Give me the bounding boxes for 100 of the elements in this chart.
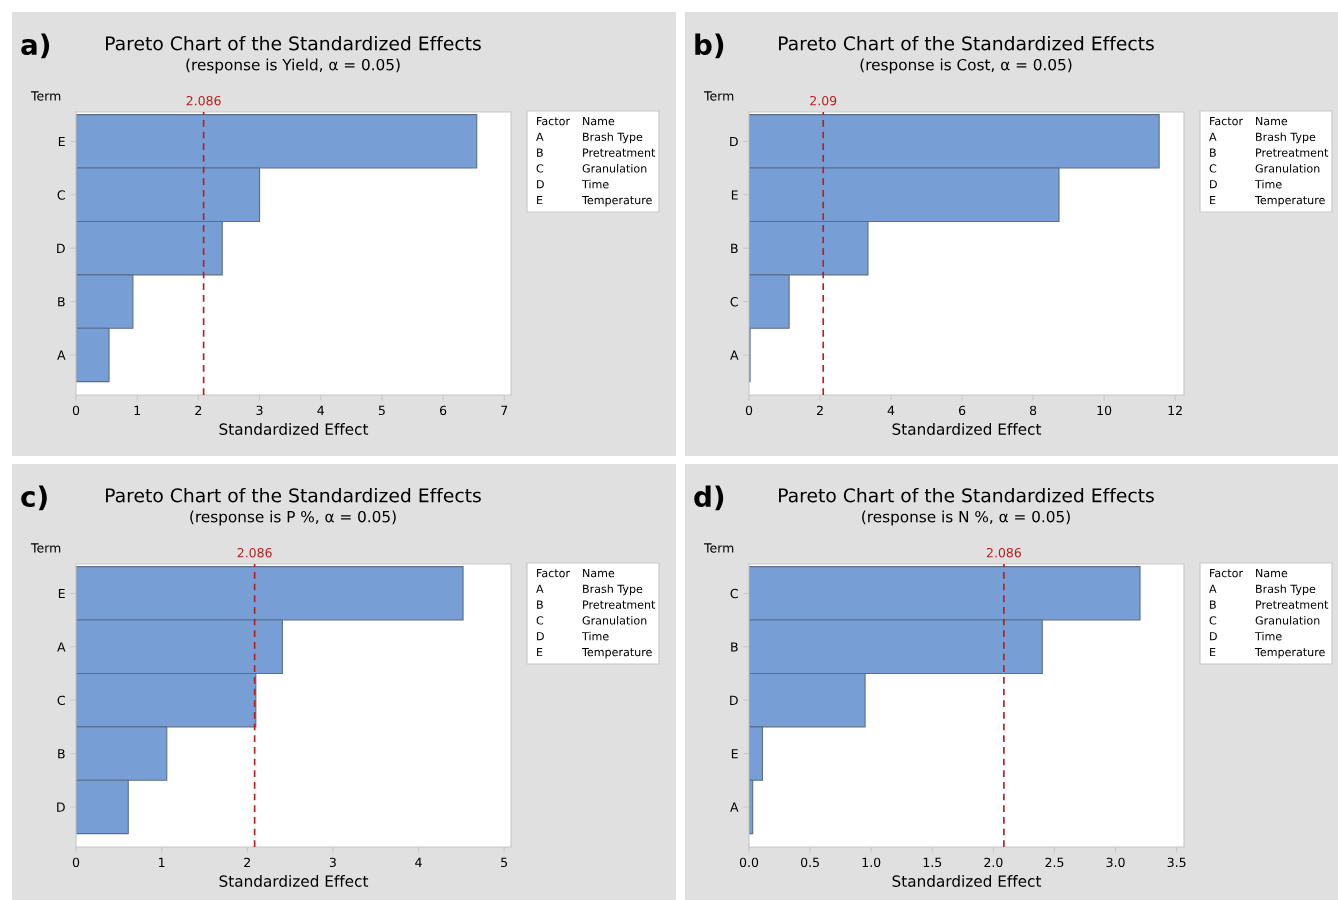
text: Time [581, 631, 609, 641]
chart-subtitle: (response is Yield, α = 0.05) [186, 58, 400, 74]
text: Temperature [581, 195, 652, 207]
y-tick-label: D [57, 802, 65, 812]
y-axis-title: Term [703, 91, 734, 101]
x-axis-title: Standardized Effect [219, 875, 369, 887]
text: Granulation [1255, 616, 1320, 625]
y-tick-label: C [730, 297, 738, 307]
text: A [536, 132, 544, 141]
x-tick-label: 6 [958, 405, 966, 416]
text: a) [21, 33, 50, 59]
text: C [536, 164, 544, 173]
x-tick-label: 12 [1168, 405, 1182, 415]
x-tick-label: 8 [1029, 405, 1037, 416]
text: E [537, 195, 543, 205]
y-axis-title: Term [30, 91, 61, 101]
text: c) [21, 485, 47, 511]
text: Temperature [1254, 647, 1325, 659]
x-tick-label: 2 [816, 405, 823, 415]
y-tick-label: A [730, 350, 739, 360]
x-tick-label: 1.0 [862, 857, 881, 868]
text: A [536, 584, 544, 593]
y-tick-label: E [58, 589, 65, 599]
y-tick-label: E [731, 749, 738, 759]
text: Factor [1210, 568, 1244, 578]
text: B [537, 600, 543, 609]
text: Factor [537, 568, 571, 578]
y-axis-title: Term [30, 543, 61, 553]
text: Time [1254, 179, 1282, 189]
x-tick-label: 2.0 [984, 857, 1003, 868]
x-tick-label: 0 [745, 405, 753, 416]
text: Granulation [582, 616, 647, 625]
chart-title: Pareto Chart of the Standardized Effects [779, 35, 1154, 51]
text: b) [695, 33, 724, 59]
text: Pretreatment [1256, 148, 1329, 157]
text: D [1210, 180, 1217, 189]
y-tick-label: C [57, 695, 65, 706]
text: Pretreatment [583, 600, 656, 609]
x-tick-label: 3 [256, 405, 263, 416]
text: Pretreatment [583, 148, 656, 157]
x-tick-label: 3.5 [1167, 857, 1186, 868]
text: Pretreatment [1256, 600, 1329, 609]
text: Brash Type [1256, 584, 1316, 596]
text: Temperature [581, 647, 652, 659]
x-tick-label: 2.5 [1045, 857, 1064, 868]
y-tick-label: B [731, 243, 738, 253]
chart-title: Pareto Chart of the Standardized Effects [779, 487, 1154, 503]
text: Name [583, 116, 615, 126]
chart-title: Pareto Chart of the Standardized Effects [106, 487, 481, 503]
text: B [537, 148, 543, 157]
text: D [537, 180, 544, 189]
chart-subtitle: (response is P %, α = 0.05) [190, 510, 396, 526]
text: D [1210, 632, 1217, 641]
x-tick-label: 2 [195, 405, 202, 415]
x-tick-label: 1 [159, 857, 165, 867]
x-tick-label: 0.0 [739, 857, 759, 868]
y-tick-label: B [731, 642, 738, 652]
text: Brash Type [1256, 132, 1316, 144]
text: B [1210, 148, 1216, 157]
text: C [1209, 616, 1217, 625]
x-tick-label: 0.5 [800, 857, 819, 868]
x-tick-label: 1 [134, 405, 140, 415]
y-axis-title: Term [703, 543, 734, 553]
x-tick-label: 0 [72, 857, 80, 868]
text: D [537, 632, 544, 641]
x-tick-label: 4 [415, 857, 422, 867]
x-tick-label: 3.0 [1106, 857, 1125, 868]
x-tick-label: 10 [1097, 405, 1112, 416]
text: d) [694, 485, 724, 511]
text: C [1209, 164, 1217, 173]
x-tick-label: 7 [501, 405, 508, 415]
y-tick-label: D [57, 243, 65, 253]
x-tick-label: 3 [329, 857, 336, 868]
ref-line-label: 2.086 [186, 95, 221, 106]
text: Granulation [582, 164, 647, 173]
y-tick-label: A [57, 642, 66, 652]
y-tick-label: D [730, 695, 738, 705]
text: Brash Type [583, 584, 643, 596]
y-tick-label: A [57, 350, 66, 360]
y-tick-label: B [58, 297, 65, 307]
y-tick-label: D [730, 137, 738, 147]
ref-line-label: 2.09 [810, 95, 837, 106]
text: Name [1256, 116, 1288, 126]
text: Brash Type [583, 132, 643, 144]
text: E [537, 647, 543, 657]
text: Time [581, 179, 609, 189]
text: A [1209, 132, 1217, 141]
x-tick-label: 5 [501, 857, 508, 868]
text: E [1210, 647, 1216, 657]
text: Temperature [1254, 195, 1325, 207]
text: E [1210, 195, 1216, 205]
x-tick-label: 5 [378, 405, 385, 416]
x-axis-title: Standardized Effect [892, 875, 1042, 887]
x-axis-title: Standardized Effect [219, 423, 369, 435]
x-tick-label: 2 [244, 857, 250, 867]
ref-line-label: 2.086 [986, 547, 1021, 558]
y-tick-label: C [57, 190, 65, 200]
x-tick-label: 4 [317, 405, 324, 415]
text: B [1210, 600, 1216, 609]
y-tick-label: B [58, 749, 65, 759]
